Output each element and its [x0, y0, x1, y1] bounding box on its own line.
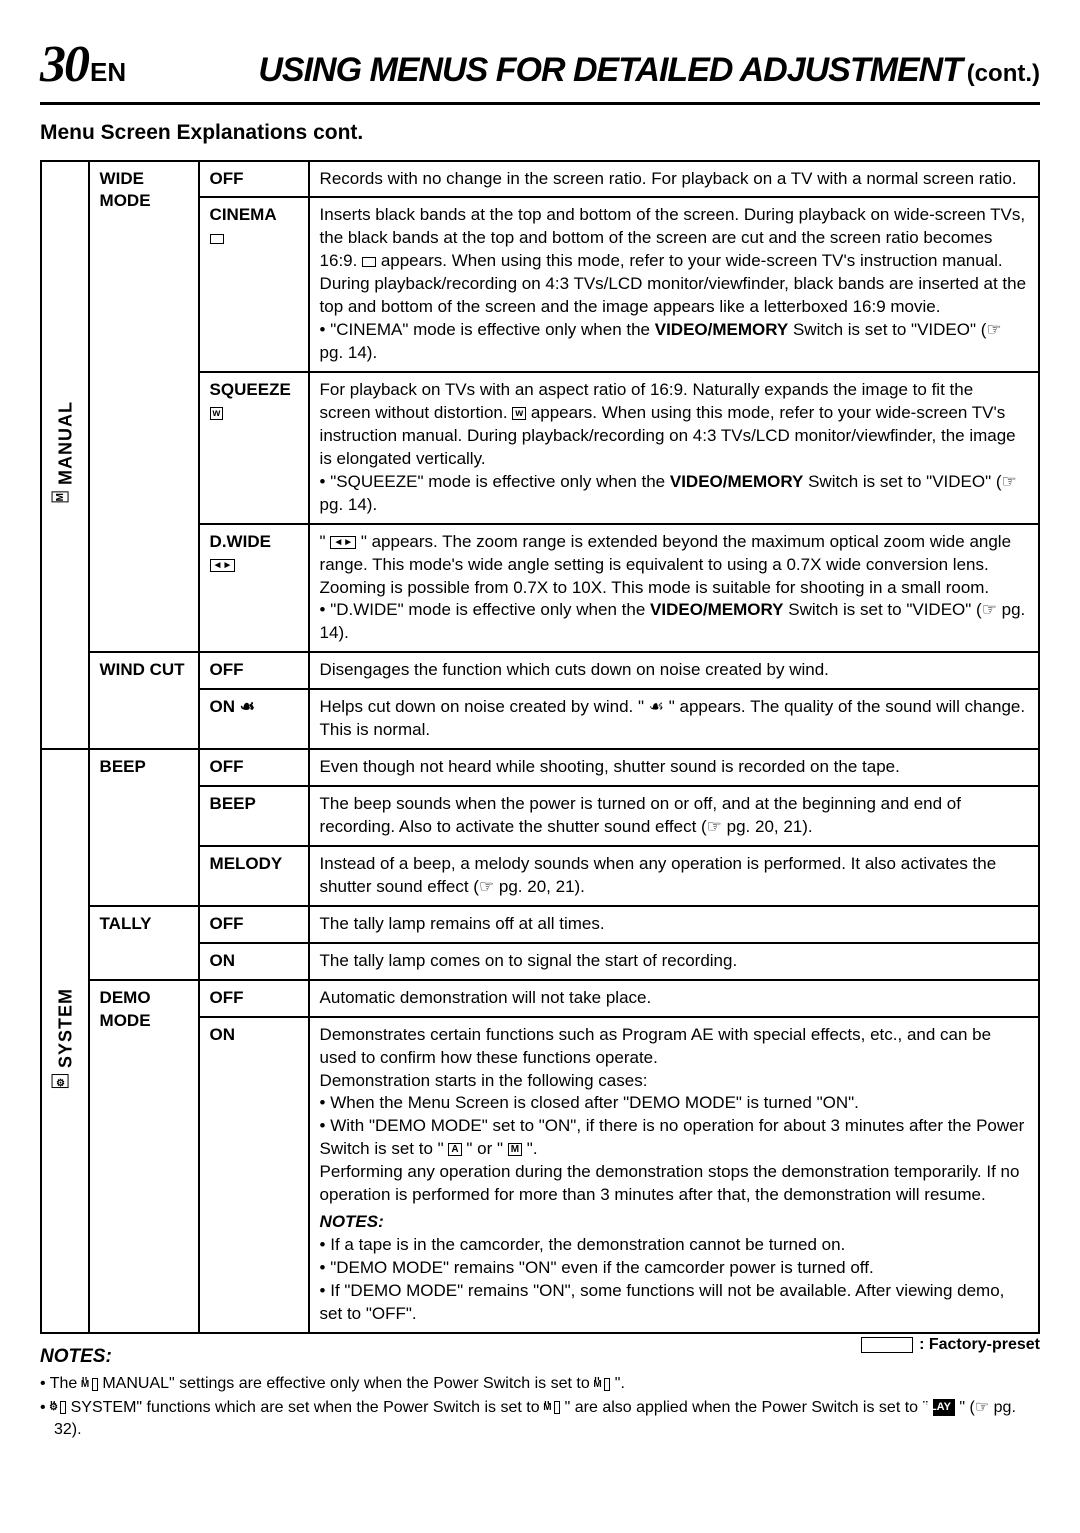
desc-wind-off: Disengages the function which cuts down …: [309, 652, 1039, 689]
settings-table: M MANUAL WIDE MODE OFF Records with no c…: [40, 160, 1040, 1334]
system-icon: ⚙: [52, 1074, 69, 1088]
cinema-icon: [210, 234, 224, 244]
category-system: ⚙ SYSTEM: [41, 749, 89, 1333]
desc-tally-on: The tally lamp comes on to signal the st…: [309, 943, 1039, 980]
page-title-wrap: USING MENUS FOR DETAILED ADJUSTMENT (con…: [258, 48, 1040, 94]
opt-tally-off: OFF: [199, 906, 309, 943]
table-row: DEMO MODE OFF Automatic demonstration wi…: [41, 980, 1039, 1017]
footnote-item: • The " M MANUAL" settings are effective…: [40, 1373, 1040, 1395]
opt-wide-off: OFF: [199, 161, 309, 198]
feature-wind-cut: WIND CUT: [89, 652, 199, 749]
cat-label: SYSTEM: [55, 988, 75, 1068]
section-subtitle: Menu Screen Explanations cont.: [40, 119, 1040, 147]
feature-wide-mode: WIDE MODE: [89, 161, 199, 653]
desc-beep-off: Even though not heard while shooting, sh…: [309, 749, 1039, 786]
wind-icon: ☙: [240, 697, 255, 716]
opt-beep-off: OFF: [199, 749, 309, 786]
wind-glyph-icon: ☙: [649, 697, 664, 716]
cinema-glyph-icon: [362, 257, 376, 267]
dwide-icon: ◄►: [210, 559, 236, 572]
squeeze-icon: w: [210, 407, 224, 420]
opt-wide-cinema: CINEMA: [199, 197, 309, 372]
opt-wind-off: OFF: [199, 652, 309, 689]
opt-beep-beep: BEEP: [199, 786, 309, 846]
factory-preset-legend: : Factory-preset: [861, 1334, 1040, 1356]
opt-wide-dwide: D.WIDE◄►: [199, 524, 309, 653]
table-row: ⚙ SYSTEM BEEP OFF Even though not heard …: [41, 749, 1039, 786]
factory-box-icon: [861, 1337, 913, 1353]
feature-beep: BEEP: [89, 749, 199, 906]
desc-wide-cinema: Inserts black bands at the top and botto…: [309, 197, 1039, 372]
desc-beep-melody: Instead of a beep, a melody sounds when …: [309, 846, 1039, 906]
page-title: USING MENUS FOR DETAILED ADJUSTMENT: [258, 51, 962, 89]
category-manual: M MANUAL: [41, 161, 89, 750]
page-lang: EN: [90, 57, 126, 87]
a-mode-icon: A: [448, 1143, 461, 1156]
opt-demo-off: OFF: [199, 980, 309, 1017]
m-mode-icon: M: [508, 1143, 522, 1156]
page-header: 30EN USING MENUS FOR DETAILED ADJUSTMENT…: [40, 30, 1040, 105]
desc-demo-on: Demonstrates certain functions such as P…: [309, 1017, 1039, 1333]
page-num: 30: [40, 36, 88, 93]
play-icon: PLAY: [933, 1399, 955, 1416]
opt-tally-on: ON: [199, 943, 309, 980]
squeeze-glyph-icon: w: [512, 407, 526, 420]
feature-tally: TALLY: [89, 906, 199, 980]
page-number: 30EN: [40, 30, 126, 100]
feature-demo: DEMO MODE: [89, 980, 199, 1333]
dwide-glyph-icon: ◄►: [330, 536, 356, 549]
desc-wide-squeeze: For playback on TVs with an aspect ratio…: [309, 372, 1039, 524]
desc-tally-off: The tally lamp remains off at all times.: [309, 906, 1039, 943]
opt-wind-on: ON ☙: [199, 689, 309, 749]
footnote-item: • " ⚙ SYSTEM" functions which are set wh…: [40, 1397, 1040, 1440]
desc-demo-off: Automatic demonstration will not take pl…: [309, 980, 1039, 1017]
demo-notes-heading: NOTES:: [320, 1211, 1028, 1234]
manual-icon: M: [52, 491, 69, 502]
desc-beep-beep: The beep sounds when the power is turned…: [309, 786, 1039, 846]
page-title-cont: (cont.): [967, 60, 1040, 87]
table-row: WIND CUT OFF Disengages the function whi…: [41, 652, 1039, 689]
desc-wind-on: Helps cut down on noise created by wind.…: [309, 689, 1039, 749]
desc-wide-off: Records with no change in the screen rat…: [309, 161, 1039, 198]
table-row: TALLY OFF The tally lamp remains off at …: [41, 906, 1039, 943]
cat-label: MANUAL: [55, 401, 75, 485]
opt-beep-melody: MELODY: [199, 846, 309, 906]
opt-demo-on: ON: [199, 1017, 309, 1333]
opt-wide-squeeze: SQUEEZEw: [199, 372, 309, 524]
desc-wide-dwide: " ◄► " appears. The zoom range is extend…: [309, 524, 1039, 653]
table-row: M MANUAL WIDE MODE OFF Records with no c…: [41, 161, 1039, 198]
footnotes-list: • The " M MANUAL" settings are effective…: [40, 1373, 1040, 1440]
